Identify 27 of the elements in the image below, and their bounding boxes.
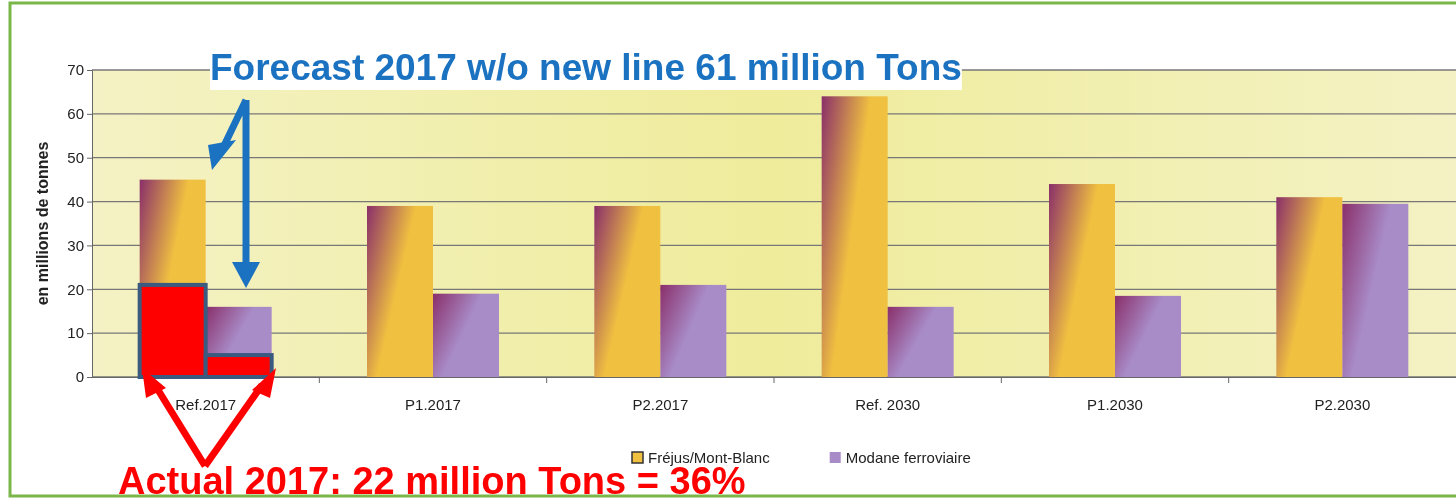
bar: [887, 306, 954, 377]
x-tick-label: P1.2017: [405, 395, 461, 413]
y-tick-label: 70: [67, 61, 84, 79]
bar: [1342, 203, 1409, 377]
bar: [1115, 295, 1181, 377]
y-tick-label: 40: [67, 192, 84, 210]
legend-label: Modane ferroviaire: [845, 449, 971, 466]
y-tick-label: 60: [67, 105, 84, 123]
x-tick-label: Ref. 2030: [855, 395, 921, 413]
y-tick-label: 30: [67, 236, 84, 254]
bar: [433, 293, 499, 377]
y-axis-title: en millions de tonnes: [34, 141, 51, 306]
bar: [594, 205, 661, 377]
bar: [1049, 184, 1115, 377]
x-tick-label: P2.2017: [632, 395, 689, 413]
bar: [1276, 197, 1343, 377]
y-tick-label: 50: [67, 149, 84, 167]
x-tick-label: Ref.2017: [175, 395, 237, 413]
bar: [367, 205, 433, 377]
y-tick-label: 20: [67, 280, 84, 298]
bar: [821, 96, 888, 377]
y-tick-label: 0: [75, 368, 84, 386]
x-tick-label: P1.2030: [1087, 395, 1143, 413]
annotation: Forecast 2017 w/o new line 61 million Tons: [210, 47, 962, 88]
y-tick-label: 10: [67, 324, 84, 342]
bar: [660, 284, 727, 377]
x-tick-label: P2.2030: [1314, 395, 1371, 413]
